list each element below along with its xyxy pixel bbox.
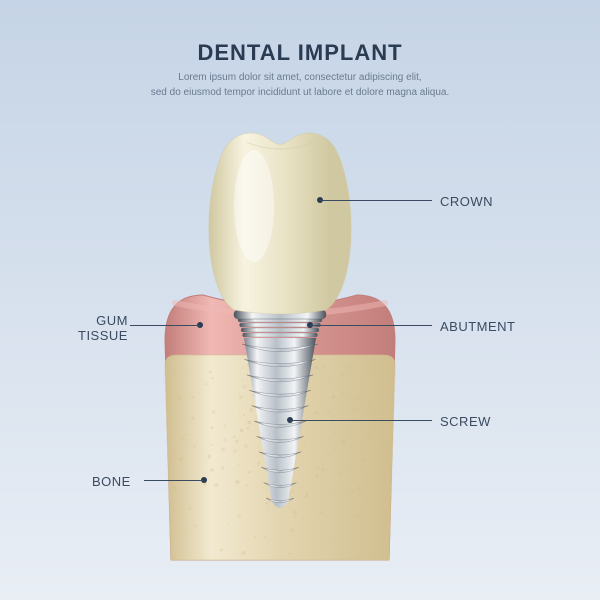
page-title: DENTAL IMPLANT	[0, 40, 600, 66]
abutment-leader	[310, 325, 432, 326]
screw-label: SCREW	[440, 414, 491, 429]
dental-implant-diagram: DENTAL IMPLANT Lorem ipsum dolor sit ame…	[0, 0, 600, 600]
crown-label: CROWN	[440, 194, 493, 209]
abutment-label: ABUTMENT	[440, 319, 516, 334]
crown-leader	[320, 200, 432, 201]
page-subtitle: Lorem ipsum dolor sit amet, consectetur …	[0, 70, 600, 100]
bone-leader	[144, 480, 204, 481]
gum_tissue-label: GUM TISSUE	[78, 313, 128, 343]
gum_tissue-leader	[130, 325, 200, 326]
screw-leader	[290, 420, 432, 421]
bone-label: BONE	[92, 474, 131, 489]
